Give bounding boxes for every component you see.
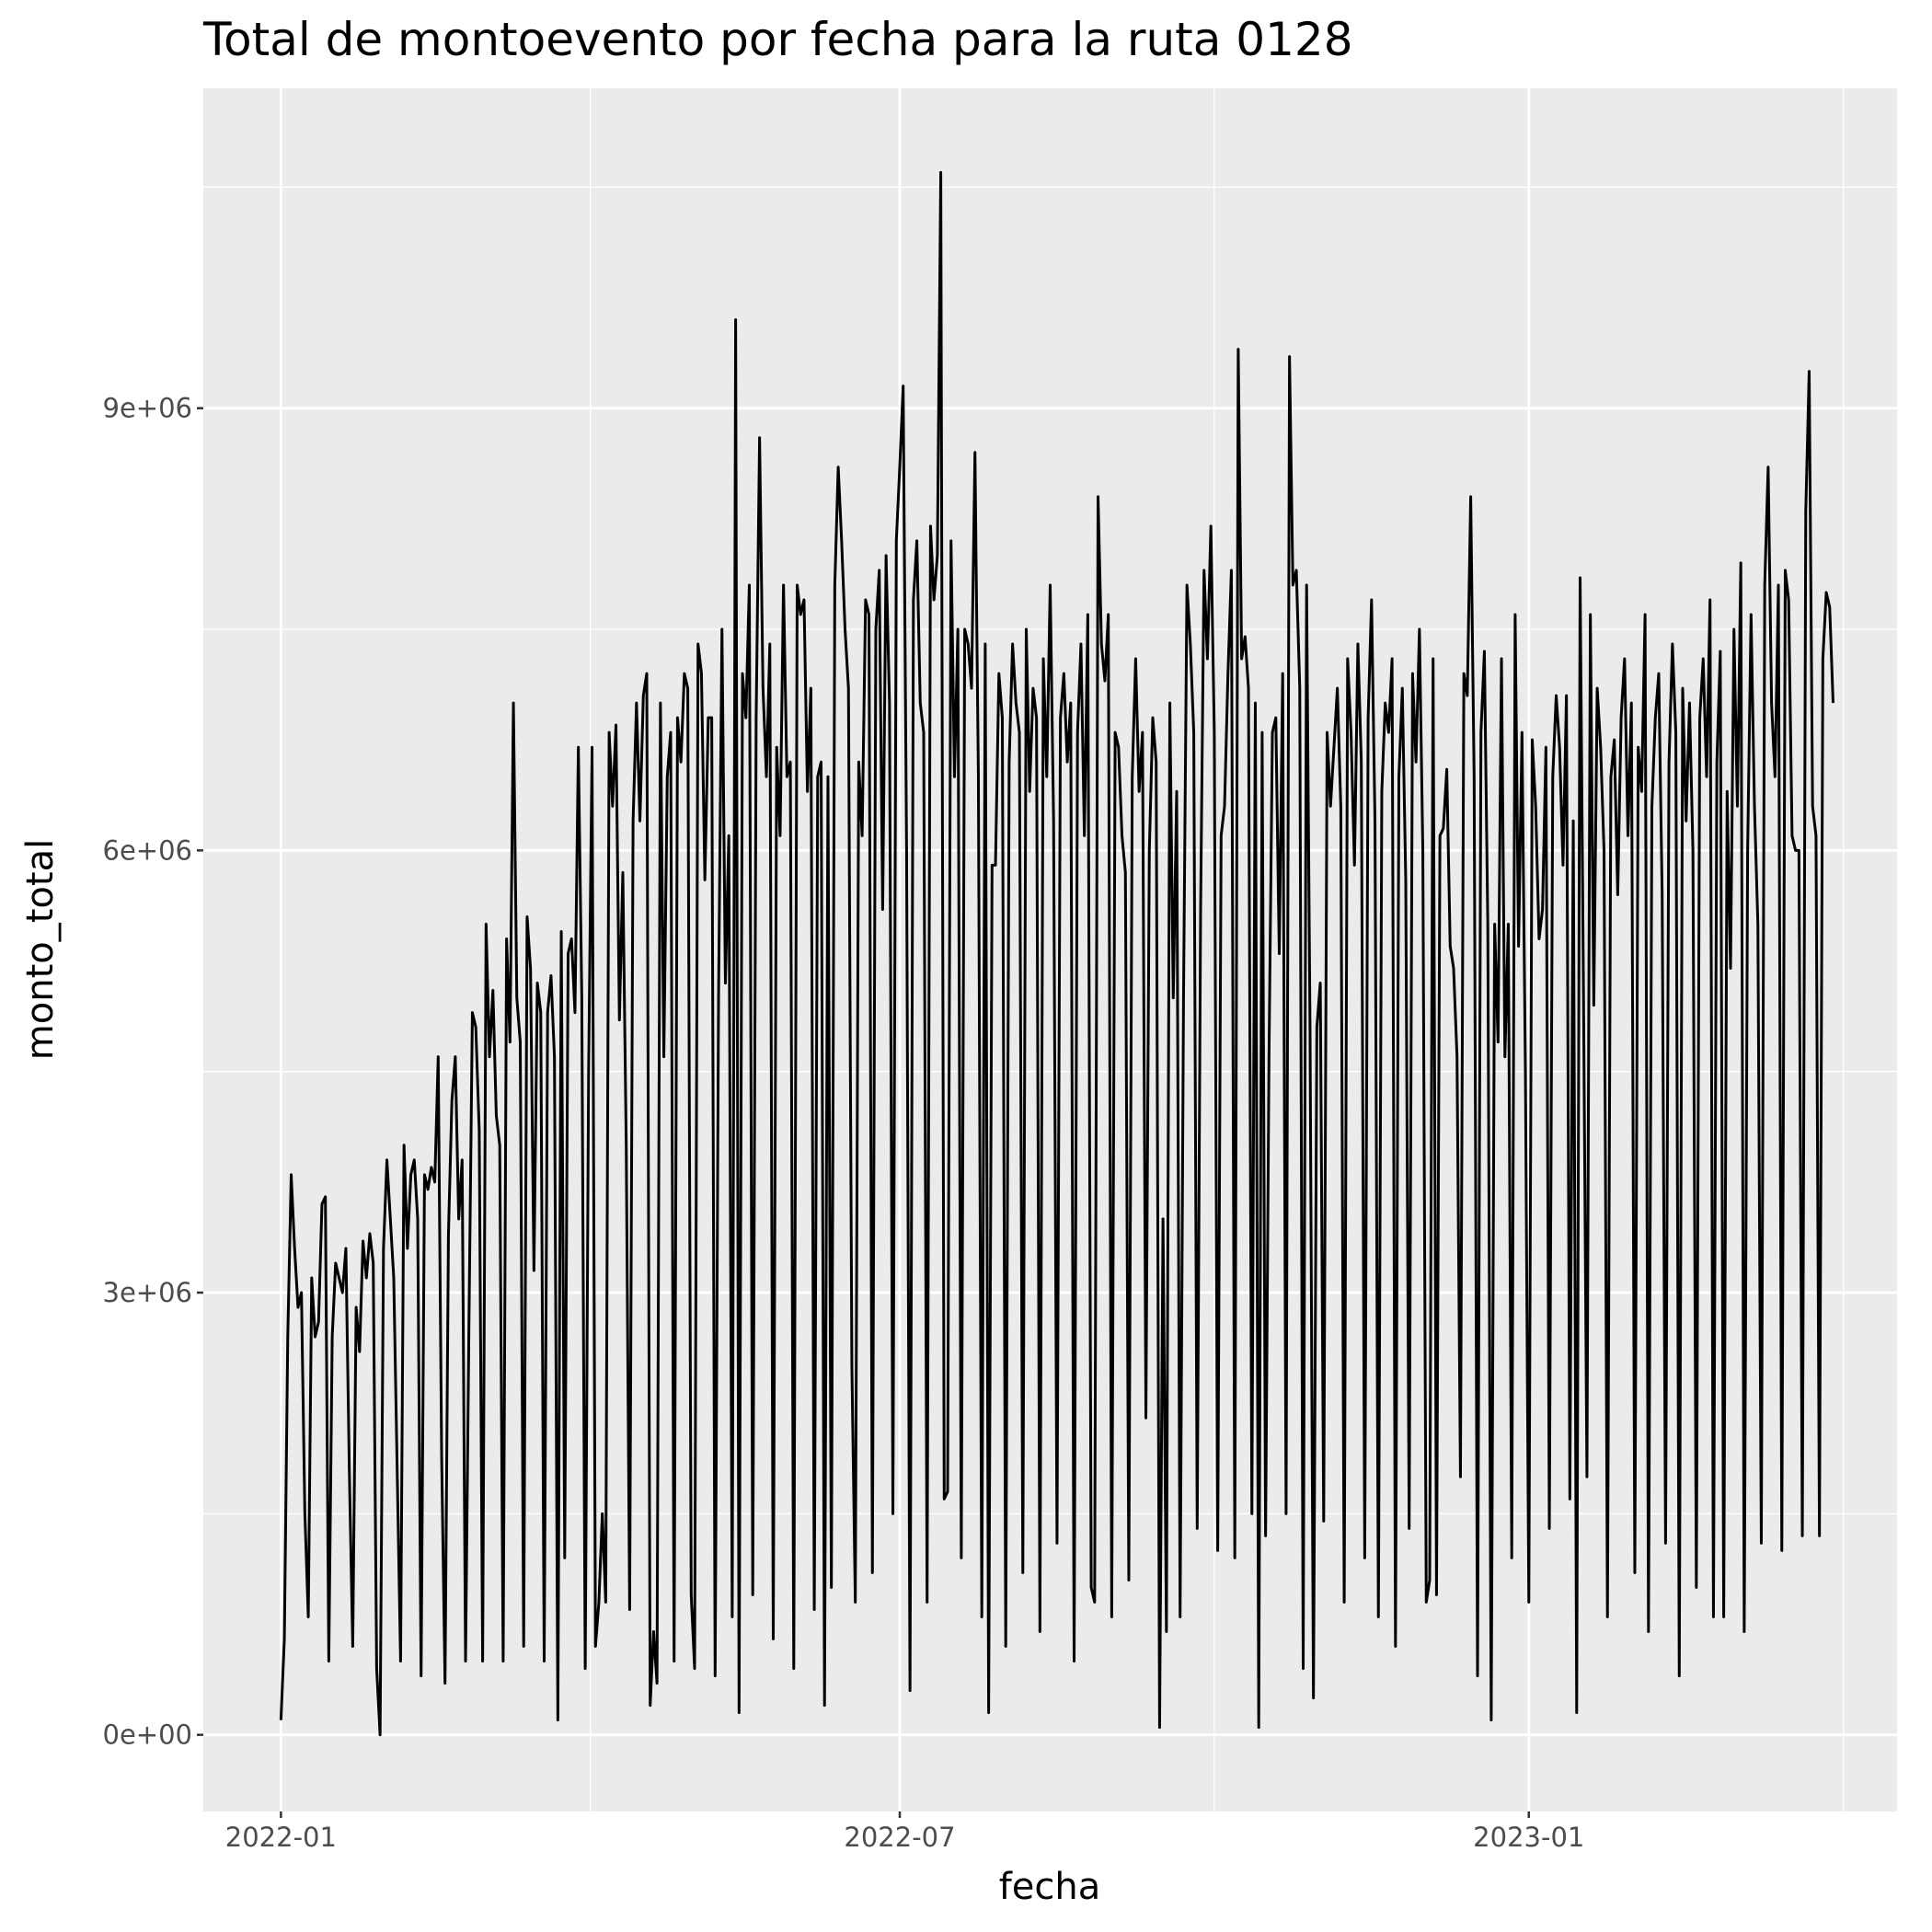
y-axis-title: monto_total [19,839,62,1060]
x-tick-label: 2022-07 [844,1822,955,1853]
chart-title: Total de montoevento por fecha para la r… [202,13,1353,66]
line-series [279,170,1835,1737]
y-tick-label: 0e+00 [103,1719,193,1751]
ticks: 0e+00 3e+06 6e+06 9e+06 2022-01 2022-07 2023-0… [103,393,1585,1853]
x-axis-title: fecha [999,1866,1101,1908]
y-tick-label: 3e+06 [103,1277,193,1308]
y-tick-label: 6e+06 [103,834,193,866]
x-tick-label: 2023-01 [1473,1822,1584,1853]
marks [279,170,1835,1737]
x-tick-label: 2022-01 [225,1822,337,1853]
panel-background [203,88,1897,1811]
y-tick-label: 9e+06 [103,393,193,424]
